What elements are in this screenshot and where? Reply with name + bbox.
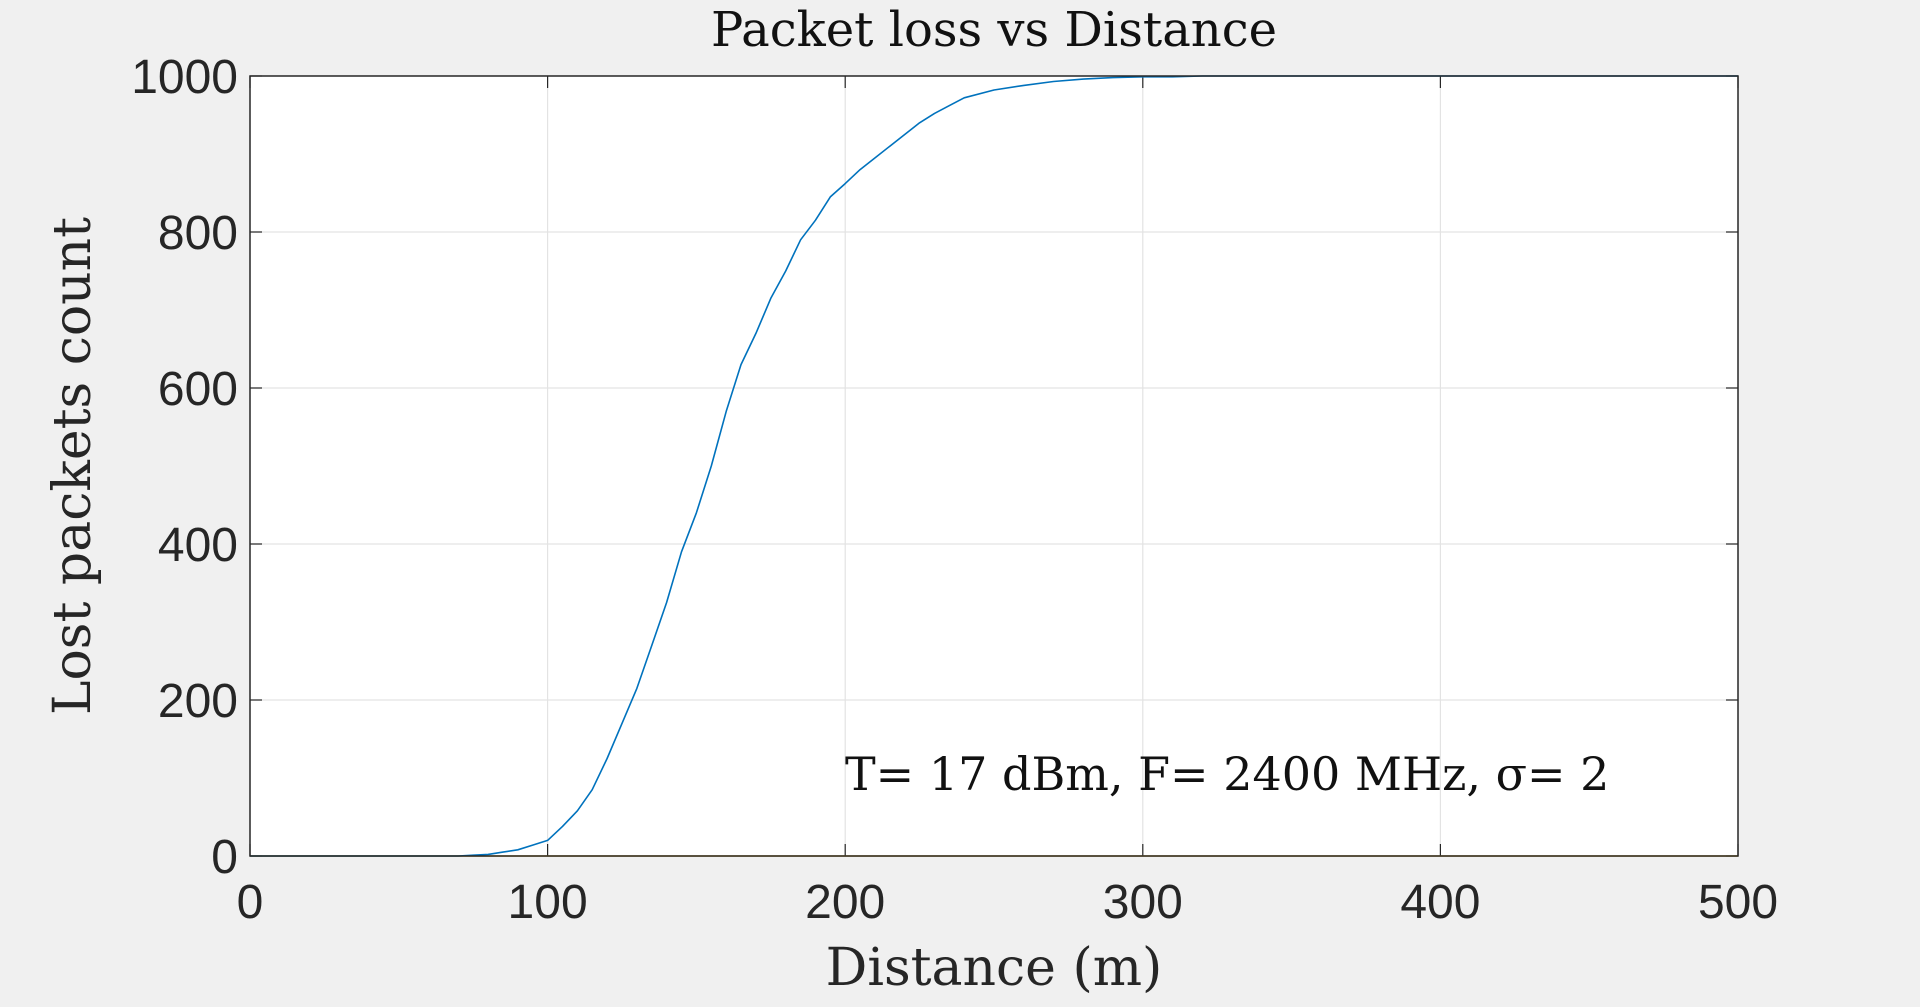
y-tick-label: 800 — [158, 207, 238, 260]
x-tick-label: 500 — [1698, 876, 1778, 929]
plot-area — [250, 76, 1738, 856]
y-tick-label: 200 — [158, 675, 238, 728]
y-tick-label: 400 — [158, 519, 238, 572]
chart-title: Packet loss vs Distance — [711, 2, 1277, 58]
y-tick-label: 1000 — [131, 51, 238, 104]
x-tick-label: 300 — [1103, 876, 1183, 929]
y-axis-label: Lost packets count — [43, 217, 103, 715]
x-tick-label: 100 — [508, 876, 588, 929]
y-tick-label: 600 — [158, 363, 238, 416]
y-tick-labels: 0 200 400 600 800 1000 — [131, 51, 238, 884]
x-tick-label: 0 — [237, 876, 264, 929]
x-tick-label: 200 — [805, 876, 885, 929]
x-tick-labels: 0 100 200 300 400 500 — [237, 876, 1778, 929]
axes-box — [249, 75, 1739, 857]
parameter-annotation: T= 17 dBm, F= 2400 MHz, σ= 2 — [845, 747, 1609, 801]
x-axis-label: Distance (m) — [826, 938, 1163, 998]
x-tick-label: 400 — [1400, 876, 1480, 929]
grid-lines — [250, 76, 1738, 856]
y-tick-label: 0 — [211, 831, 238, 884]
